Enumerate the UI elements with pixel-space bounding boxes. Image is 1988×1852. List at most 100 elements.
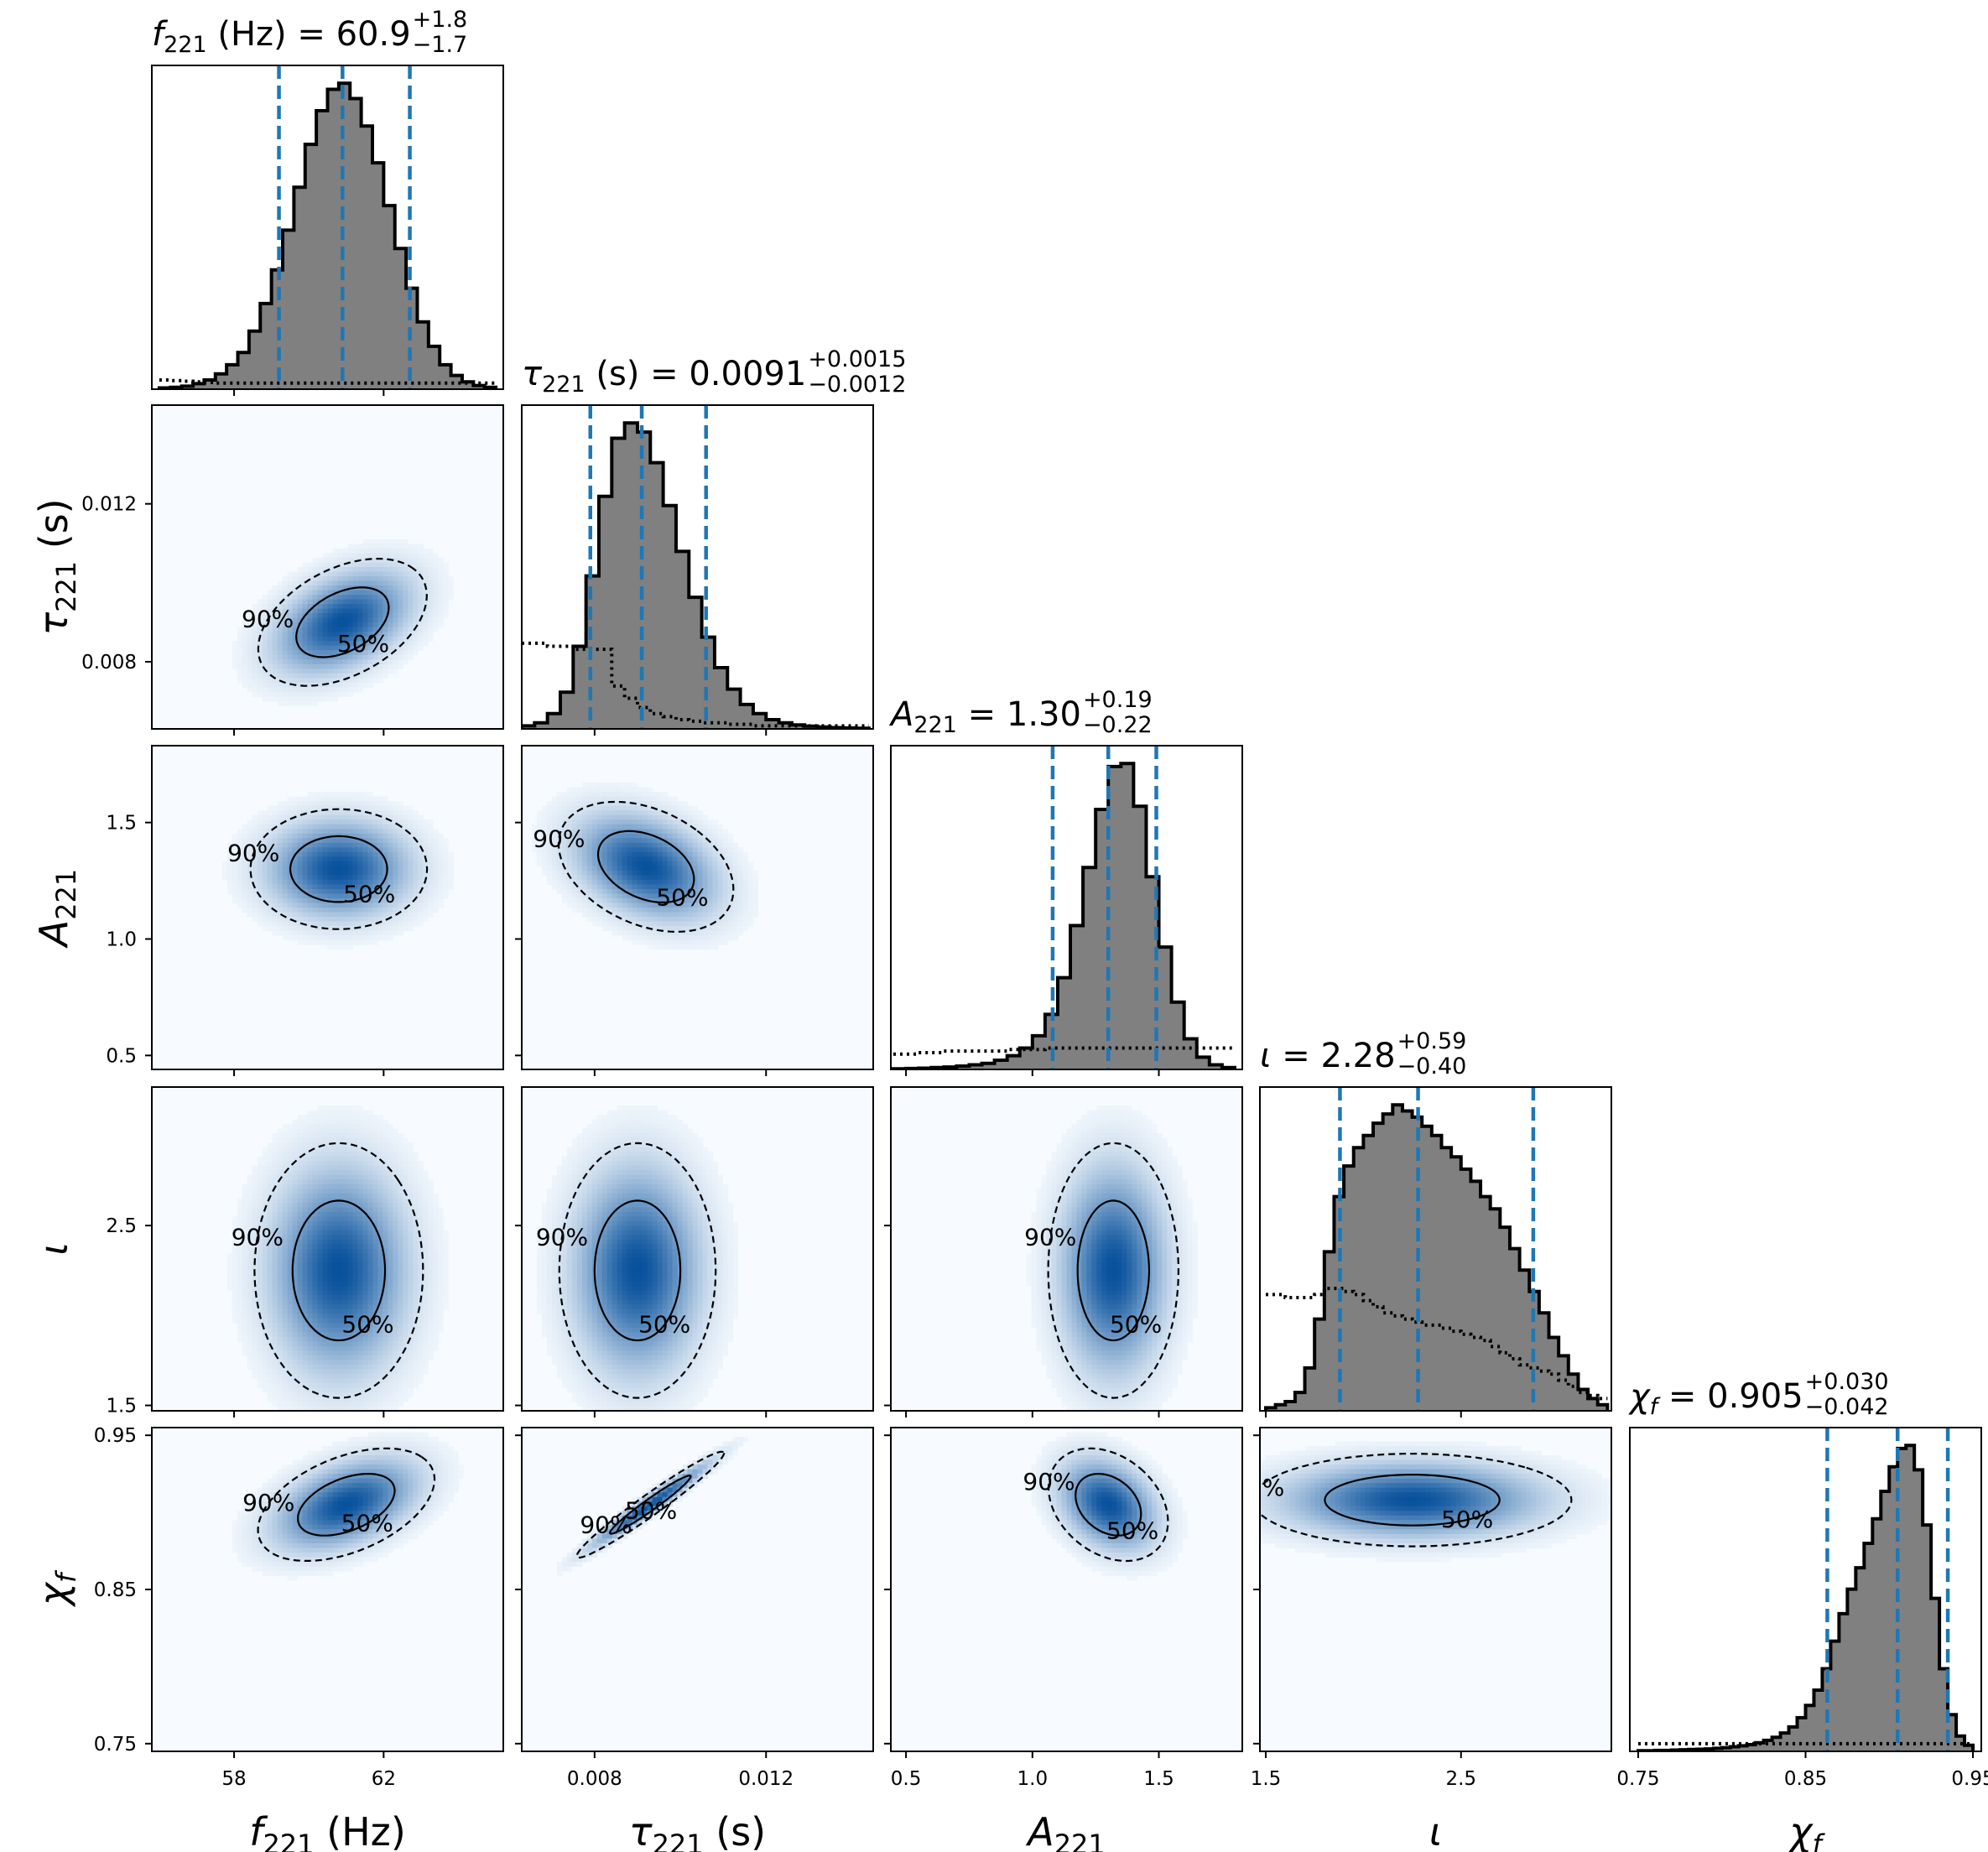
- density-cell: [722, 856, 729, 862]
- density-cell: [302, 1373, 309, 1379]
- density-cell: [737, 912, 743, 918]
- density-cell: [232, 1249, 238, 1255]
- density-cell: [307, 1345, 314, 1351]
- density-cell: [717, 926, 724, 932]
- density-cell: [551, 870, 558, 876]
- density-cell: [307, 930, 314, 936]
- density-cell: [722, 879, 729, 886]
- density-cell: [267, 687, 273, 693]
- density-cell: [383, 888, 388, 895]
- density-cell: [408, 829, 414, 835]
- density-cell: [438, 622, 444, 628]
- density-cell: [551, 810, 558, 816]
- density-cell: [287, 1277, 294, 1282]
- density-cell: [237, 1249, 243, 1255]
- density-cell: [287, 576, 294, 582]
- density-cell: [383, 926, 388, 932]
- density-cell: [352, 682, 359, 688]
- density-cell: [536, 829, 543, 835]
- density-cell: [287, 1258, 294, 1264]
- density-cell: [418, 585, 424, 591]
- density-cell: [247, 1262, 253, 1268]
- density-cell: [403, 636, 409, 642]
- density-cell: [307, 1170, 314, 1176]
- density-cell: [322, 663, 329, 669]
- density-cell: [342, 888, 349, 895]
- density-cell: [307, 897, 314, 904]
- density-cell: [413, 571, 419, 577]
- density-cell: [551, 879, 558, 886]
- density-cell: [637, 801, 643, 807]
- density-cell: [287, 1211, 294, 1217]
- density-cell: [418, 917, 424, 923]
- density-cell: [428, 613, 434, 619]
- density-cell: [737, 851, 743, 857]
- density-cell: [398, 544, 403, 549]
- density-cell: [322, 576, 329, 582]
- density-cell: [393, 659, 398, 665]
- density-cell: [357, 576, 363, 582]
- density-cell: [267, 829, 273, 835]
- density-cell: [312, 1174, 319, 1180]
- density-cell: [438, 875, 444, 881]
- density-cell: [388, 819, 393, 825]
- density-cell: [337, 622, 344, 628]
- density-cell: [418, 567, 424, 573]
- density-cell: [403, 604, 409, 610]
- density-cell: [257, 608, 263, 614]
- density-cell: [352, 888, 359, 895]
- density-cell: [337, 1277, 344, 1282]
- density-cell: [727, 897, 733, 904]
- density-cell: [727, 926, 733, 932]
- density-cell: [287, 1364, 294, 1370]
- density-cell: [272, 585, 278, 591]
- density-cell: [332, 944, 339, 950]
- density-cell: [667, 829, 674, 835]
- density-cell: [632, 866, 638, 871]
- density-cell: [297, 870, 304, 876]
- density-cell: [342, 1249, 349, 1255]
- density-cell: [702, 908, 709, 913]
- density-cell: [272, 1314, 278, 1319]
- density-cell: [622, 921, 628, 927]
- density-cell: [317, 571, 324, 577]
- density-cell: [352, 908, 359, 913]
- density-cell: [257, 1341, 263, 1347]
- density-cell: [332, 1364, 339, 1370]
- density-cell: [342, 1267, 349, 1273]
- density-cell: [337, 866, 344, 871]
- density-cell: [272, 645, 278, 651]
- density-cell: [377, 668, 383, 674]
- density-cell: [287, 926, 294, 932]
- density-cell: [652, 819, 658, 825]
- density-cell: [531, 842, 538, 848]
- density-cell: [327, 1299, 334, 1305]
- density-cell: [692, 856, 699, 862]
- density-cell: [317, 608, 324, 614]
- density-cell: [337, 645, 344, 651]
- density-cell: [742, 917, 748, 923]
- panel-title-tau_221: τ221 (s) = 0.0091: [522, 355, 806, 398]
- density-cell: [443, 604, 449, 610]
- density-cell: [272, 810, 278, 816]
- density-cell: [627, 814, 633, 820]
- density-cell: [393, 636, 398, 642]
- density-cell: [632, 879, 638, 886]
- density-cell: [611, 805, 618, 811]
- density-cell: [413, 595, 419, 601]
- density-cell: [722, 870, 729, 876]
- density-cell: [586, 912, 593, 918]
- density-cell: [267, 632, 273, 637]
- density-cell: [388, 814, 393, 820]
- density-cell: [642, 856, 648, 862]
- density-cell: [707, 884, 714, 890]
- density-cell: [337, 908, 344, 913]
- density-cell: [267, 1369, 273, 1375]
- density-cell: [272, 663, 278, 669]
- density-cell: [347, 1230, 354, 1236]
- density-cell: [257, 1249, 263, 1255]
- density-cell: [267, 1147, 273, 1152]
- density-cell: [732, 903, 738, 908]
- density-cell: [257, 829, 263, 835]
- density-cell: [302, 1360, 309, 1366]
